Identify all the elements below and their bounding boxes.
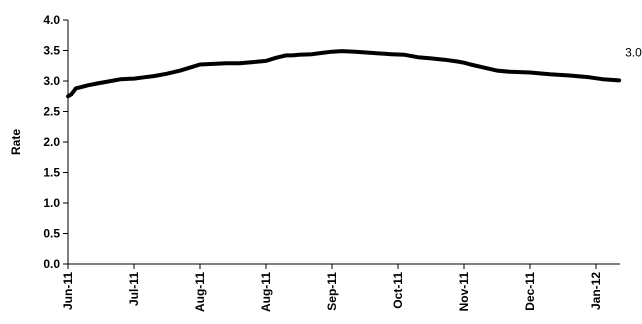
x-tick-label: Aug-11 bbox=[193, 272, 207, 312]
x-tick-label: Nov-11 bbox=[457, 272, 471, 312]
x-tick-label: Aug-11 bbox=[259, 272, 273, 312]
y-tick-label: 1.5 bbox=[43, 166, 60, 180]
data-label-last-value: 3.01 bbox=[625, 45, 642, 59]
x-tick-label: Dec-11 bbox=[523, 272, 537, 311]
y-tick-label: 1.0 bbox=[43, 196, 60, 210]
x-tick-label: Sep-11 bbox=[325, 272, 339, 311]
y-axis-title: Rate bbox=[9, 129, 23, 155]
y-tick-label: 0.0 bbox=[43, 257, 60, 271]
x-tick-label: Jun-11 bbox=[61, 272, 75, 310]
x-tick-label: Oct-11 bbox=[391, 272, 405, 309]
y-tick-label: 4.0 bbox=[43, 13, 60, 27]
y-tick-label: 2.5 bbox=[43, 105, 60, 119]
y-tick-label: 3.5 bbox=[43, 44, 60, 58]
plot-area bbox=[66, 49, 622, 99]
series-line bbox=[66, 49, 622, 99]
y-tick-label: 3.0 bbox=[43, 74, 60, 88]
x-axis: Jun-11 Jul-11 Aug-11 Aug-11 Sep-11 Oct-11 Nov-… bbox=[61, 263, 620, 312]
y-tick-label: 0.5 bbox=[43, 227, 60, 241]
x-tick-label: Jul-11 bbox=[127, 272, 141, 306]
x-tick-label: Jan-12 bbox=[589, 272, 603, 310]
y-tick-label: 2.0 bbox=[43, 135, 60, 149]
y-axis: 0.0 0.5 1.0 1.5 2.0 2.5 3.0 3.5 4.0 bbox=[43, 13, 69, 271]
